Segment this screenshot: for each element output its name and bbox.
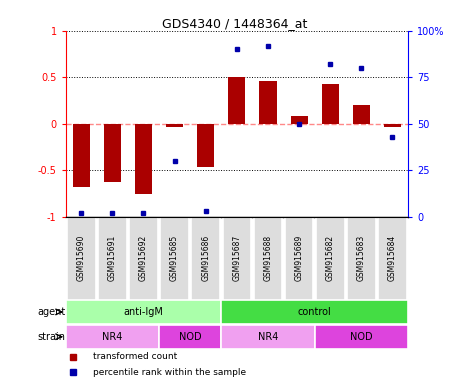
Text: GSM915688: GSM915688 <box>264 235 272 281</box>
Bar <box>322 84 339 124</box>
FancyBboxPatch shape <box>67 217 96 300</box>
Text: GSM915685: GSM915685 <box>170 235 179 281</box>
FancyBboxPatch shape <box>66 325 159 349</box>
FancyBboxPatch shape <box>221 325 315 349</box>
FancyBboxPatch shape <box>285 217 313 300</box>
Text: GSM915684: GSM915684 <box>388 235 397 281</box>
Bar <box>353 105 370 124</box>
Bar <box>104 124 121 182</box>
Text: GSM915692: GSM915692 <box>139 235 148 281</box>
FancyBboxPatch shape <box>316 217 345 300</box>
FancyBboxPatch shape <box>159 325 221 349</box>
Text: percentile rank within the sample: percentile rank within the sample <box>93 368 246 377</box>
Bar <box>228 77 245 124</box>
FancyBboxPatch shape <box>66 300 221 324</box>
Text: GSM915687: GSM915687 <box>232 235 242 281</box>
Text: GSM915682: GSM915682 <box>325 235 335 281</box>
Text: control: control <box>298 307 332 317</box>
Bar <box>384 124 401 127</box>
Text: GSM915689: GSM915689 <box>295 235 303 281</box>
Text: anti-IgM: anti-IgM <box>123 307 163 317</box>
FancyBboxPatch shape <box>254 217 282 300</box>
Text: NOD: NOD <box>179 332 202 342</box>
Text: GSM915691: GSM915691 <box>108 235 117 281</box>
Bar <box>135 124 152 194</box>
Text: GDS4340 / 1448364_at: GDS4340 / 1448364_at <box>162 17 307 30</box>
FancyBboxPatch shape <box>222 217 251 300</box>
FancyBboxPatch shape <box>221 300 408 324</box>
Text: agent: agent <box>38 307 66 317</box>
Text: GSM915686: GSM915686 <box>201 235 210 281</box>
Text: NR4: NR4 <box>102 332 122 342</box>
Bar <box>166 124 183 127</box>
Bar <box>259 81 277 124</box>
FancyBboxPatch shape <box>160 217 189 300</box>
FancyBboxPatch shape <box>129 217 158 300</box>
Text: NR4: NR4 <box>258 332 278 342</box>
Text: GSM915690: GSM915690 <box>77 235 86 281</box>
Bar <box>197 124 214 167</box>
FancyBboxPatch shape <box>378 217 407 300</box>
FancyBboxPatch shape <box>347 217 376 300</box>
FancyBboxPatch shape <box>315 325 408 349</box>
Text: strain: strain <box>38 332 66 342</box>
Text: NOD: NOD <box>350 332 373 342</box>
Text: GSM915683: GSM915683 <box>357 235 366 281</box>
FancyBboxPatch shape <box>98 217 127 300</box>
Bar <box>73 124 90 187</box>
Text: transformed count: transformed count <box>93 353 177 361</box>
FancyBboxPatch shape <box>191 217 220 300</box>
Bar <box>290 116 308 124</box>
